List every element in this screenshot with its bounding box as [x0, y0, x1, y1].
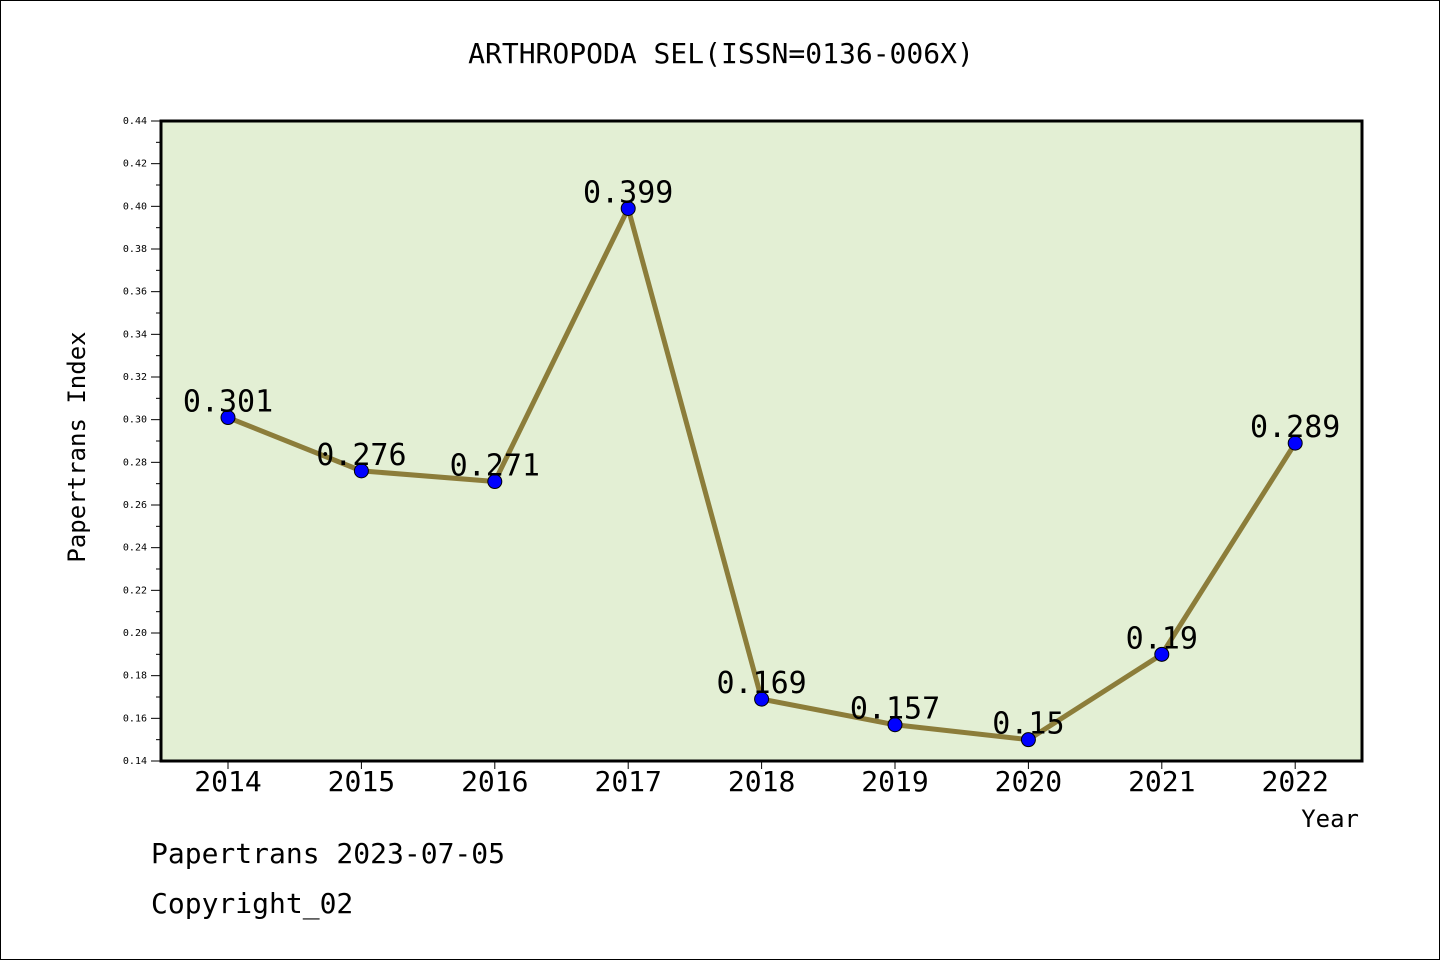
y-tick-label: 0.30	[123, 415, 147, 426]
y-tick-label: 0.22	[123, 585, 147, 596]
x-tick-label: 2018	[728, 765, 795, 798]
data-point	[353, 463, 369, 479]
data-point	[1287, 435, 1303, 451]
x-tick-label: 2017	[594, 765, 661, 798]
x-tick-label: 2022	[1261, 765, 1328, 798]
x-axis-label: Year	[1301, 805, 1359, 833]
footer-date: Papertrans 2023-07-05	[151, 837, 506, 870]
y-tick-label: 0.24	[123, 543, 147, 554]
x-tick-label: 2021	[1128, 765, 1195, 798]
data-label: 0.271	[450, 449, 540, 484]
x-tick-label: 2014	[194, 765, 261, 798]
data-point	[620, 200, 636, 216]
data-label: 0.399	[583, 175, 673, 210]
y-axis-label: Papertrans Index	[63, 331, 91, 562]
x-tick-label: 2020	[995, 765, 1062, 798]
chart-title: ARTHROPODA SEL(ISSN=0136-006X)	[468, 37, 974, 70]
data-label: 0.157	[850, 692, 940, 727]
data-label: 0.19	[1126, 621, 1198, 656]
y-tick-label: 0.32	[123, 372, 147, 383]
data-label: 0.15	[992, 707, 1064, 742]
y-tick-label: 0.40	[123, 201, 147, 212]
data-point	[754, 691, 770, 707]
x-tick-label: 2016	[461, 765, 528, 798]
x-tick-label: 2019	[861, 765, 928, 798]
data-point	[1020, 732, 1036, 748]
y-tick-label: 0.34	[123, 329, 147, 340]
data-point	[487, 474, 503, 490]
y-tick-label: 0.28	[123, 457, 147, 468]
data-point	[1154, 646, 1170, 662]
data-label: 0.301	[183, 385, 273, 420]
y-tick-label: 0.36	[123, 287, 147, 298]
y-tick-label: 0.44	[123, 116, 147, 127]
data-point	[220, 410, 236, 426]
data-label: 0.276	[316, 438, 406, 473]
data-label: 0.169	[716, 666, 806, 701]
y-tick-label: 0.42	[123, 159, 147, 170]
footer-copyright: Copyright_02	[151, 887, 354, 920]
y-tick-label: 0.18	[123, 671, 147, 682]
x-tick-label: 2015	[328, 765, 395, 798]
y-tick-label: 0.26	[123, 500, 147, 511]
data-point	[887, 717, 903, 733]
y-tick-label: 0.38	[123, 244, 147, 255]
data-label: 0.289	[1250, 410, 1340, 445]
y-tick-label: 0.16	[123, 713, 147, 724]
y-tick-label: 0.14	[123, 756, 147, 767]
y-tick-label: 0.20	[123, 628, 147, 639]
